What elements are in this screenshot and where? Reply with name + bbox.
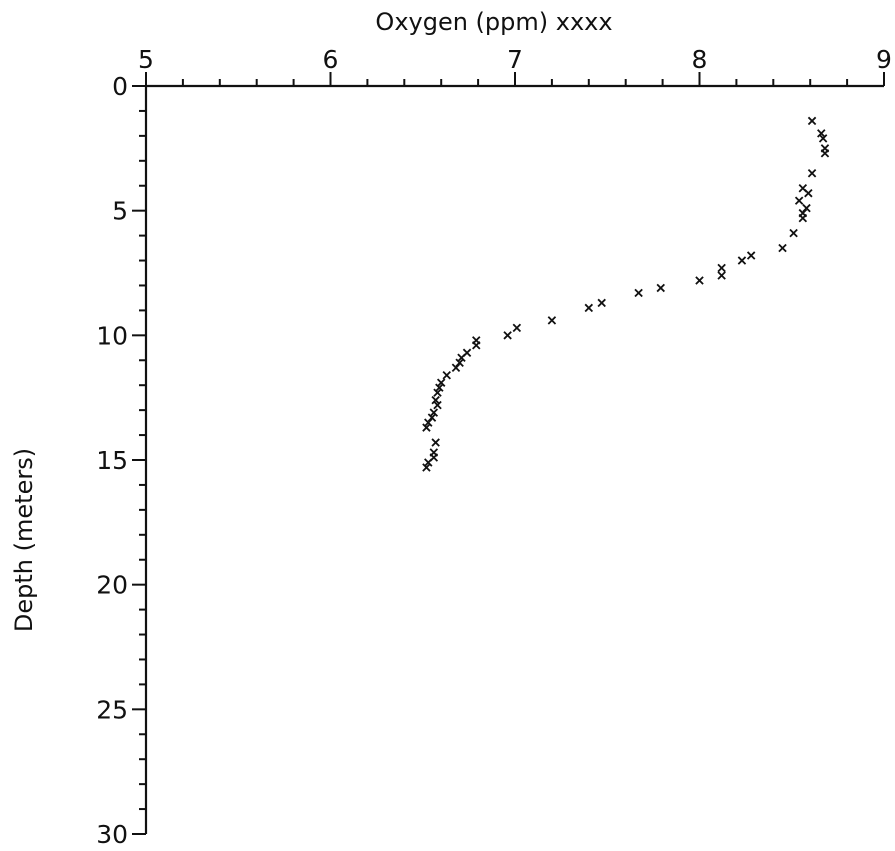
data-point — [817, 129, 826, 138]
x-tick-label: 9 — [876, 45, 892, 74]
y-tick-label: 10 — [96, 321, 128, 350]
data-point — [820, 149, 830, 158]
data-point — [656, 283, 665, 293]
data-point — [431, 395, 440, 405]
y-tick-label: 30 — [96, 820, 128, 849]
x-tick-label: 7 — [507, 45, 523, 74]
data-point — [798, 213, 808, 223]
data-point — [717, 263, 726, 273]
data-point — [433, 400, 442, 410]
data-point — [778, 243, 787, 253]
data-point — [695, 276, 704, 285]
data-point — [746, 251, 756, 260]
data-point — [424, 418, 433, 427]
data-point — [442, 370, 451, 380]
data-point — [457, 353, 466, 363]
data-point — [451, 363, 461, 372]
x-tick-label: 8 — [692, 45, 708, 74]
data-point — [472, 341, 481, 350]
y-tick-label: 0 — [112, 72, 128, 101]
y-tick-label: 5 — [112, 197, 128, 226]
data-point — [717, 271, 726, 280]
data-point — [427, 413, 437, 422]
data-point — [503, 331, 512, 340]
data-point — [802, 203, 811, 213]
data-point — [422, 423, 431, 432]
data-point — [807, 169, 817, 178]
data-point — [737, 256, 747, 265]
x-axis-ticks: 5 6 7 8 9 — [138, 45, 892, 86]
data-point — [634, 288, 643, 298]
data-point — [435, 383, 444, 392]
data-point — [804, 188, 813, 198]
data-point — [597, 298, 606, 308]
data-point — [794, 196, 804, 205]
data-point — [436, 378, 446, 387]
y-tick-label: 25 — [96, 695, 128, 724]
data-point — [422, 463, 431, 472]
data-point — [807, 116, 817, 126]
y-axis-ticks: 0 5 10 15 20 25 30 — [96, 72, 146, 849]
data-point — [455, 358, 464, 367]
data-point — [818, 134, 828, 143]
data-points — [422, 116, 830, 472]
data-point — [429, 408, 439, 417]
x-tick-label: 6 — [323, 45, 339, 74]
x-tick-label: 5 — [138, 45, 154, 74]
y-tick-label: 15 — [96, 446, 128, 475]
data-point — [547, 316, 557, 325]
data-point — [424, 458, 433, 467]
data-point — [789, 228, 798, 238]
y-tick-label: 20 — [96, 571, 128, 600]
data-point — [433, 388, 442, 397]
data-point — [431, 438, 440, 447]
data-point — [584, 303, 594, 313]
data-point — [512, 323, 522, 333]
y-axis-title: Depth (meters) — [10, 448, 38, 632]
x-axis-title: Oxygen (ppm) xxxx — [375, 8, 612, 36]
